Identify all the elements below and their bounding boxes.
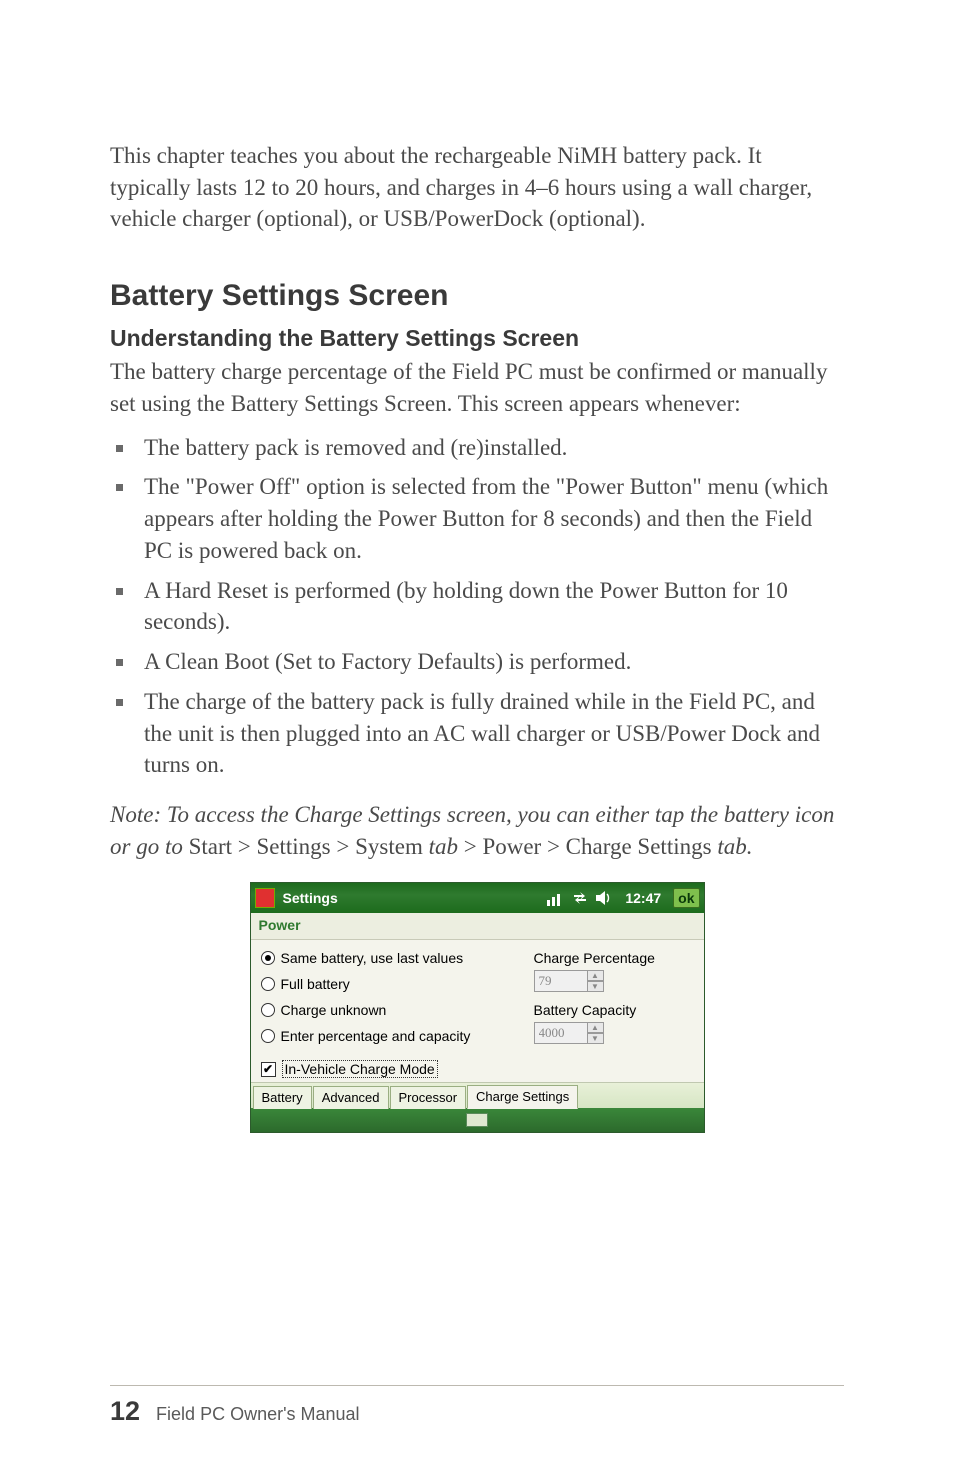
radio-label: Full battery	[281, 976, 350, 992]
sync-icon[interactable]	[571, 890, 589, 906]
note-path2: > Power > Charge Settings	[464, 834, 712, 859]
radio-icon	[261, 951, 275, 965]
spin-up-icon[interactable]: ▲	[588, 970, 604, 981]
tab-battery[interactable]: Battery	[253, 1086, 312, 1109]
list-item: A Clean Boot (Set to Factory Defaults) i…	[110, 646, 844, 678]
list-item: The charge of the battery pack is fully …	[110, 686, 844, 781]
list-item: A Hard Reset is performed (by holding do…	[110, 575, 844, 638]
panel-body: Same battery, use last values Full batte…	[251, 940, 704, 1082]
spin-up-icon[interactable]: ▲	[588, 1022, 604, 1033]
radio-label: Enter percentage and capacity	[281, 1028, 471, 1044]
radio-same-battery[interactable]: Same battery, use last values	[261, 950, 534, 966]
list-item: The battery pack is removed and (re)inst…	[110, 432, 844, 464]
keyboard-icon[interactable]	[466, 1113, 488, 1127]
checkbox-label: In-Vehicle Charge Mode	[282, 1060, 438, 1078]
ok-button[interactable]: ok	[673, 888, 699, 908]
charge-percentage-label: Charge Percentage	[534, 950, 694, 966]
page-number: 12	[110, 1396, 140, 1427]
radio-icon	[261, 1003, 275, 1017]
panel-title: Power	[251, 913, 704, 940]
tab-charge-settings[interactable]: Charge Settings	[467, 1085, 578, 1109]
list-item: The "Power Off" option is selected from …	[110, 471, 844, 566]
settings-window: Settings 12:47 ok Power	[250, 882, 705, 1133]
battery-capacity-label: Battery Capacity	[534, 1002, 694, 1018]
start-flag-icon[interactable]	[255, 888, 275, 908]
body-paragraph: The battery charge percentage of the Fie…	[110, 356, 844, 419]
charge-percentage-spinner[interactable]: ▲ ▼	[534, 970, 694, 992]
in-vehicle-checkbox[interactable]: ✔ In-Vehicle Charge Mode	[261, 1060, 694, 1078]
volume-icon[interactable]	[595, 890, 613, 906]
sip-bar[interactable]	[251, 1108, 704, 1132]
charge-percentage-input[interactable]	[534, 970, 588, 992]
spin-down-icon[interactable]: ▼	[588, 1033, 604, 1044]
radio-enter-percentage[interactable]: Enter percentage and capacity	[261, 1028, 534, 1044]
screenshot-container: Settings 12:47 ok Power	[110, 882, 844, 1133]
page-footer: 12 Field PC Owner's Manual	[110, 1385, 844, 1427]
titlebar: Settings 12:47 ok	[251, 883, 704, 913]
checkbox-icon: ✔	[261, 1062, 276, 1077]
subsection-heading: Understanding the Battery Settings Scree…	[110, 325, 844, 352]
battery-capacity-spinner[interactable]: ▲ ▼	[534, 1022, 694, 1044]
window-title: Settings	[283, 890, 338, 906]
radio-charge-unknown[interactable]: Charge unknown	[261, 1002, 534, 1018]
intro-paragraph: This chapter teaches you about the recha…	[110, 140, 844, 235]
clock-time[interactable]: 12:47	[625, 890, 661, 906]
signal-icon[interactable]	[547, 890, 565, 906]
tab-processor[interactable]: Processor	[390, 1086, 467, 1109]
footer-title: Field PC Owner's Manual	[156, 1404, 360, 1425]
note-paragraph: Note: To access the Charge Settings scre…	[110, 799, 844, 862]
note-mid: tab	[423, 834, 464, 859]
section-heading: Battery Settings Screen	[110, 279, 844, 313]
radio-icon	[261, 1029, 275, 1043]
bullet-list: The battery pack is removed and (re)inst…	[110, 432, 844, 781]
spin-down-icon[interactable]: ▼	[588, 981, 604, 992]
radio-label: Charge unknown	[281, 1002, 387, 1018]
radio-full-battery[interactable]: Full battery	[261, 976, 534, 992]
radio-label: Same battery, use last values	[281, 950, 464, 966]
tab-strip: Battery Advanced Processor Charge Settin…	[251, 1082, 704, 1108]
radio-icon	[261, 977, 275, 991]
note-tail: tab.	[712, 834, 753, 859]
note-path: Start > Settings > System	[189, 834, 423, 859]
battery-capacity-input[interactable]	[534, 1022, 588, 1044]
tab-advanced[interactable]: Advanced	[313, 1086, 389, 1109]
